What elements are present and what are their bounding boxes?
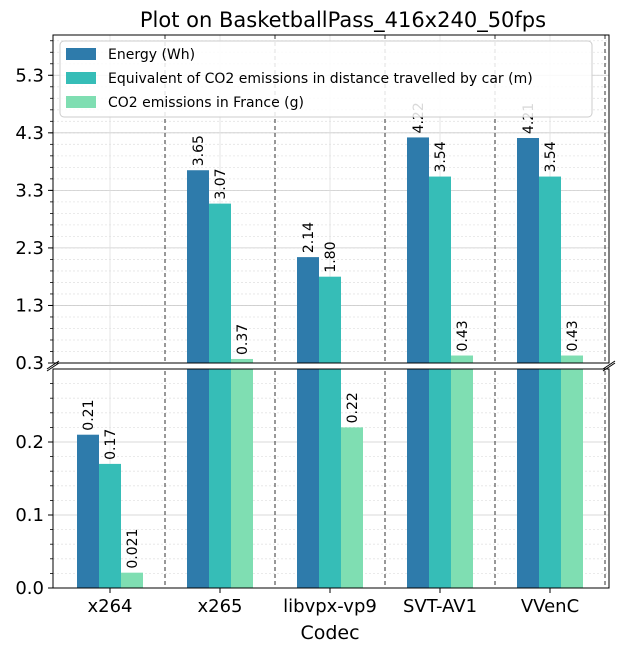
bar-libvpx-vp9-0-lower [297,369,319,588]
legend-label-0: Energy (Wh) [108,47,195,63]
y-tick-label-lower: 0.0 [15,578,44,599]
x-tick-label-libvpx-vp9: libvpx-vp9 [283,596,377,617]
x-tick-label-vvenc: VVenC [521,596,579,617]
y-tick-label-upper: 3.3 [15,180,44,201]
bar-libvpx-vp9-0-upper [297,257,319,363]
data-label-vvenc-1: 3.54 [543,141,559,172]
legend-swatch-0 [66,48,96,60]
bar-svt-av1-1-lower [429,369,451,588]
data-label-vvenc-2: 0.43 [565,320,581,351]
bar-x264-2-lower [121,572,143,588]
bar-svt-av1-2-upper [451,355,473,363]
bar-x265-0-lower [187,369,209,588]
legend-label-1: Equivalent of CO2 emissions in distance … [108,71,533,87]
bar-vvenc-1-lower [539,369,561,588]
bar-x264-1-lower [99,463,121,588]
y-tick-label-lower: 0.1 [15,505,44,526]
data-label-x264-0: 0.21 [81,400,97,431]
y-tick-label-upper: 0.3 [15,353,44,374]
bar-svt-av1-1-upper [429,176,451,363]
axis-break-gap [52,364,610,368]
y-tick-label-upper: 1.3 [15,295,44,316]
x-tick-label-x265: x265 [197,596,242,617]
y-tick-label-lower: 0.2 [15,432,44,453]
y-ticks: 0.3 1.3 2.3 3.3 4.3 5.3 0.0 0.1 0.2 [15,40,53,599]
y-tick-label-upper: 4.3 [15,123,44,144]
lower-axes-frame [52,368,610,589]
bar-svt-av1-0-upper [407,137,429,363]
data-label-svt-av1-1: 3.54 [433,141,449,172]
bars: 0.213.652.144.22 4.210.173.071.803.54 3.54… [77,102,583,588]
data-label-x264-1: 0.17 [103,429,119,460]
bar-vvenc-0-lower [517,369,539,588]
bar-svt-av1-2-lower [451,369,473,588]
bar-x265-1-lower [209,369,231,588]
data-label-x265-1: 3.07 [213,168,229,199]
axis-break-mark-right-1 [602,362,616,372]
bar-vvenc-0-upper [517,138,539,363]
axis-break-mark-right-0 [602,360,616,370]
bar-libvpx-vp9-1-upper [319,276,341,363]
legend-box [59,40,593,118]
bar-x265-2-lower [231,369,253,588]
axes [46,34,616,589]
data-label-x265-0: 3.65 [191,135,207,166]
data-label-x264-2: 0.021 [125,529,141,569]
bar-svt-av1-0-lower [407,369,429,588]
bar-libvpx-vp9-2-lower [341,427,363,588]
x-tick-label-svt-av1: SVT-AV1 [403,596,477,617]
legend-swatch-2 [66,96,96,108]
x-axis-label: Codec [300,622,359,644]
bar-x265-1-upper [209,203,231,363]
bar-vvenc-2-upper [561,355,583,363]
legend-swatch-1 [66,72,96,84]
data-label-x265-2: 0.37 [235,324,251,355]
bar-vvenc-2-lower [561,369,583,588]
axis-break-mark-left-1 [46,362,60,372]
bar-vvenc-1-upper [539,176,561,363]
legend: Energy (Wh) Equivalent of CO2 emissions i… [59,40,593,118]
data-label-svt-av1-2: 0.43 [455,320,471,351]
bar-x265-2-upper [231,358,253,363]
data-label-libvpx-vp9-1: 1.80 [323,242,339,273]
data-label-libvpx-vp9-0: 2.14 [301,222,317,253]
bar-x265-0-upper [187,170,209,363]
x-ticks: x264 x265 libvpx-vp9 SVT-AV1 VVenC [87,588,579,617]
x-tick-label-x264: x264 [87,596,132,617]
chart-title: Plot on BasketballPass_416x240_50fps [140,8,546,33]
data-label-libvpx-vp9-2: 0.22 [345,392,361,423]
y-tick-label-upper: 5.3 [15,65,44,86]
axis-break-mark-left-0 [46,360,60,370]
bar-x264-0-lower [77,434,99,588]
y-tick-label-upper: 2.3 [15,238,44,259]
bar-libvpx-vp9-1-lower [319,369,341,588]
upper-axes-frame [52,34,610,364]
legend-label-2: CO2 emissions in France (g) [108,95,304,111]
